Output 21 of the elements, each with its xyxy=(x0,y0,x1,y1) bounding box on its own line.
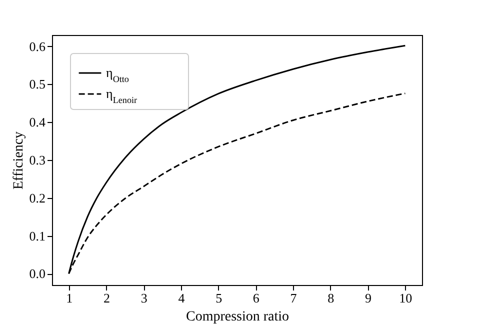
y-tick-label: 0.6 xyxy=(29,38,46,54)
x-tick-label: 1 xyxy=(66,290,73,306)
y-tick-label: 0.2 xyxy=(29,190,46,206)
x-tick-label: 6 xyxy=(252,290,260,306)
y-tick-label: 0.1 xyxy=(29,228,46,244)
x-tick-label: 5 xyxy=(216,290,222,306)
x-tick-label: 3 xyxy=(140,290,148,306)
y-tick-label: 0.0 xyxy=(29,266,46,282)
legend-label: η$_{Otto}$ xyxy=(106,65,130,84)
x-tick-label: 4 xyxy=(178,290,186,306)
x-tick-label: 8 xyxy=(328,290,334,306)
y-tick-label: 0.5 xyxy=(29,76,46,92)
x-axis-title: Compression ratio xyxy=(186,310,290,324)
y-tick-label: 0.3 xyxy=(29,152,46,168)
legend-label: η$_{Lenoir}$ xyxy=(106,86,138,105)
y-axis-title: Efficiency xyxy=(11,131,26,190)
x-tick-label: 10 xyxy=(399,290,412,306)
x-tick-label: 2 xyxy=(103,290,110,306)
x-tick-label: 7 xyxy=(290,290,298,306)
x-tick-label: 9 xyxy=(365,290,372,306)
y-tick-label: 0.4 xyxy=(29,114,46,130)
